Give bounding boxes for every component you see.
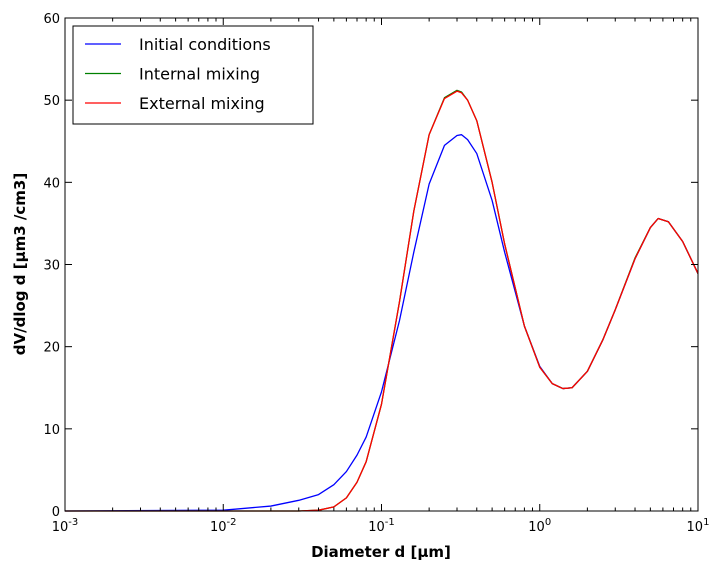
x-tick-label: 10-1: [368, 517, 395, 535]
legend: Initial conditions Internal mixing Externa…: [72, 25, 314, 125]
y-tick-label: 30: [43, 259, 60, 274]
y-tick-label: 10: [43, 423, 60, 438]
ticks-layer: 0 10 20 30 40 50 60 10-3 10-2 10-1 100 101: [43, 12, 709, 535]
y-tick-label: 40: [43, 176, 60, 191]
x-axis-label: Diameter d [µm]: [311, 543, 451, 561]
legend-label-2: External mixing: [139, 94, 265, 113]
x-tick-label: 100: [528, 517, 551, 535]
legend-label-0: Initial conditions: [139, 35, 271, 54]
y-tick-label: 20: [43, 341, 60, 356]
legend-box: [72, 25, 314, 125]
series-line-2: [65, 90, 699, 512]
y-tick-label: 0: [52, 505, 60, 520]
x-tick-label: 10-3: [52, 517, 79, 535]
legend-label-1: Internal mixing: [139, 65, 260, 84]
x-tick-label: 10-2: [210, 517, 237, 535]
y-tick-label: 60: [43, 12, 60, 27]
x-tick-label: 101: [687, 517, 710, 535]
series-layer: [64, 89, 699, 512]
y-axis-label: dV/dlog d [µm3 /cm3]: [11, 173, 29, 355]
y-tick-label: 50: [43, 94, 60, 109]
